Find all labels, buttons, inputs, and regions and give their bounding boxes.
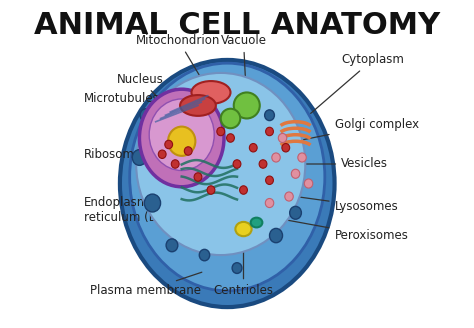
Text: Endoplasmic
reticulum (ER): Endoplasmic reticulum (ER) xyxy=(84,175,186,223)
Text: Centrioles: Centrioles xyxy=(213,238,273,297)
Ellipse shape xyxy=(136,73,305,255)
Text: Cytoplasm: Cytoplasm xyxy=(310,53,404,113)
Ellipse shape xyxy=(130,63,325,291)
Text: Vacuole: Vacuole xyxy=(220,34,266,103)
Ellipse shape xyxy=(233,160,241,168)
Ellipse shape xyxy=(278,133,287,143)
Ellipse shape xyxy=(239,186,247,194)
Ellipse shape xyxy=(285,192,293,201)
Ellipse shape xyxy=(227,134,235,142)
Ellipse shape xyxy=(249,144,257,152)
Ellipse shape xyxy=(282,144,290,152)
Text: Lysosomes: Lysosomes xyxy=(298,197,398,213)
Ellipse shape xyxy=(140,109,152,122)
Ellipse shape xyxy=(265,127,273,136)
Ellipse shape xyxy=(168,127,195,156)
Ellipse shape xyxy=(184,147,192,155)
Ellipse shape xyxy=(265,176,273,184)
Ellipse shape xyxy=(191,81,230,104)
Ellipse shape xyxy=(232,263,242,274)
Text: Plasma membrane: Plasma membrane xyxy=(91,272,202,297)
Ellipse shape xyxy=(298,153,306,162)
Text: Vesicles: Vesicles xyxy=(305,157,388,171)
Ellipse shape xyxy=(265,198,274,208)
Text: Ribosomes: Ribosomes xyxy=(84,148,159,161)
Text: Golgi complex: Golgi complex xyxy=(298,118,419,141)
Ellipse shape xyxy=(171,160,179,168)
Ellipse shape xyxy=(149,99,214,171)
Ellipse shape xyxy=(144,194,161,212)
Ellipse shape xyxy=(132,150,146,165)
Ellipse shape xyxy=(292,169,300,178)
Ellipse shape xyxy=(234,92,260,118)
Ellipse shape xyxy=(217,127,225,136)
Ellipse shape xyxy=(221,109,240,128)
Ellipse shape xyxy=(304,179,313,188)
Ellipse shape xyxy=(158,150,166,158)
Ellipse shape xyxy=(180,95,216,116)
Ellipse shape xyxy=(207,186,215,194)
Ellipse shape xyxy=(236,222,252,236)
Ellipse shape xyxy=(166,239,178,252)
Ellipse shape xyxy=(290,206,301,219)
Ellipse shape xyxy=(120,60,335,307)
Ellipse shape xyxy=(139,89,224,187)
Ellipse shape xyxy=(194,173,202,181)
Text: Nucleus: Nucleus xyxy=(117,73,180,120)
Ellipse shape xyxy=(259,160,267,168)
Text: Mitochondrion: Mitochondrion xyxy=(136,34,221,87)
Ellipse shape xyxy=(272,153,280,162)
Text: Microtubules: Microtubules xyxy=(84,92,169,114)
Ellipse shape xyxy=(199,249,210,261)
Ellipse shape xyxy=(165,140,173,149)
Ellipse shape xyxy=(251,218,263,227)
Ellipse shape xyxy=(264,110,274,121)
Text: Peroxisomes: Peroxisomes xyxy=(285,220,409,242)
Text: ANIMAL CELL ANATOMY: ANIMAL CELL ANATOMY xyxy=(34,11,440,40)
Ellipse shape xyxy=(270,228,283,243)
